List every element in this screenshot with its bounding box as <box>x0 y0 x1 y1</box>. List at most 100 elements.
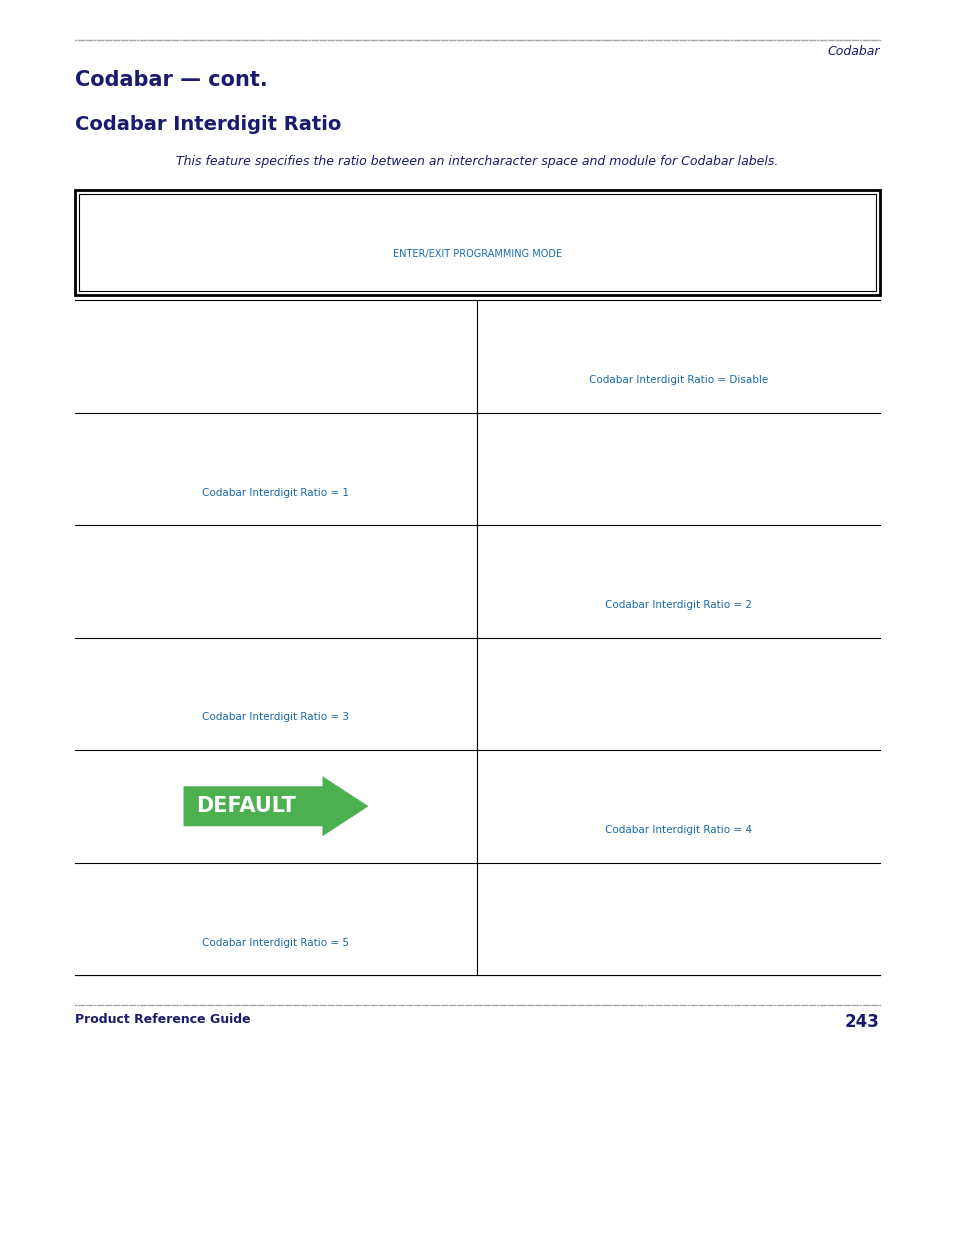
Bar <box>556 189 558 247</box>
Bar <box>317 456 320 520</box>
Bar <box>473 189 477 247</box>
Bar <box>187 725 194 790</box>
Bar <box>229 426 232 484</box>
Bar <box>634 314 636 372</box>
Text: Codabar Interdigit Ratio = Disable: Codabar Interdigit Ratio = Disable <box>588 375 767 385</box>
Bar <box>292 725 294 790</box>
Bar <box>709 320 712 385</box>
Bar <box>764 590 767 655</box>
Bar <box>675 320 678 385</box>
Bar <box>613 538 618 597</box>
Bar <box>354 725 356 790</box>
Bar <box>715 763 717 823</box>
Bar <box>573 314 576 372</box>
Bar <box>172 876 176 935</box>
Text: Codabar Interdigit Ratio = 3: Codabar Interdigit Ratio = 3 <box>202 793 349 803</box>
Bar <box>502 189 505 247</box>
Bar <box>748 763 751 823</box>
Bar <box>717 590 720 655</box>
Bar <box>727 314 733 372</box>
Bar <box>221 725 224 790</box>
Bar <box>335 876 338 935</box>
Bar <box>618 763 620 823</box>
Bar <box>299 876 302 935</box>
Bar <box>573 320 576 385</box>
Bar <box>289 426 292 484</box>
Bar <box>203 725 205 790</box>
Bar <box>644 320 646 385</box>
Bar <box>775 320 778 385</box>
Bar <box>398 189 401 247</box>
Bar <box>75 190 879 295</box>
Bar <box>636 763 641 823</box>
Bar <box>594 763 597 823</box>
Bar <box>307 651 313 709</box>
Bar <box>260 426 263 484</box>
Bar <box>373 725 375 790</box>
Bar <box>346 725 352 790</box>
Bar <box>79 194 875 291</box>
Bar <box>226 651 229 709</box>
Bar <box>623 590 625 655</box>
Bar <box>599 763 602 823</box>
Bar <box>754 763 757 823</box>
Bar <box>678 538 680 597</box>
Bar <box>284 651 286 709</box>
Bar <box>359 725 362 790</box>
Bar <box>738 590 740 655</box>
Bar <box>667 314 673 372</box>
Bar <box>667 320 673 385</box>
Bar <box>226 725 229 790</box>
Bar <box>265 725 268 790</box>
Bar <box>649 590 652 655</box>
Bar <box>203 651 205 709</box>
Bar <box>320 725 323 790</box>
Bar <box>769 763 772 823</box>
Bar <box>456 189 458 247</box>
Bar <box>331 876 334 935</box>
Bar <box>314 725 317 790</box>
Bar <box>359 651 362 709</box>
Bar <box>533 189 535 247</box>
Bar <box>320 876 328 935</box>
Bar <box>722 320 725 385</box>
Bar <box>334 456 335 520</box>
Bar <box>323 456 325 520</box>
Bar <box>244 456 247 520</box>
Bar <box>254 456 257 520</box>
Bar <box>271 456 274 520</box>
Bar <box>334 426 335 484</box>
Bar <box>754 320 759 385</box>
Text: Codabar Interdigit Ratio = 3: Codabar Interdigit Ratio = 3 <box>202 793 349 803</box>
Bar <box>278 651 281 709</box>
Bar <box>704 538 706 597</box>
Bar <box>263 876 265 935</box>
Bar <box>314 651 317 709</box>
Bar <box>310 876 313 935</box>
Bar <box>341 876 344 935</box>
Bar <box>182 426 184 484</box>
Bar <box>780 314 782 372</box>
Bar <box>325 725 328 790</box>
Bar <box>349 456 352 520</box>
Bar <box>377 725 380 790</box>
Bar <box>578 320 581 385</box>
Bar <box>578 538 581 597</box>
Bar <box>727 538 730 597</box>
Bar <box>670 590 673 655</box>
Bar <box>302 725 304 790</box>
Bar <box>639 538 641 597</box>
Bar <box>691 590 694 655</box>
Bar <box>743 320 751 385</box>
Bar <box>507 189 509 247</box>
Bar <box>354 651 356 709</box>
Bar <box>738 538 740 597</box>
Bar <box>179 876 182 935</box>
Bar <box>194 876 197 935</box>
Bar <box>236 651 242 709</box>
Bar <box>325 725 328 790</box>
Bar <box>331 651 334 709</box>
Bar <box>274 876 275 935</box>
Bar <box>172 651 173 709</box>
Bar <box>551 189 554 247</box>
